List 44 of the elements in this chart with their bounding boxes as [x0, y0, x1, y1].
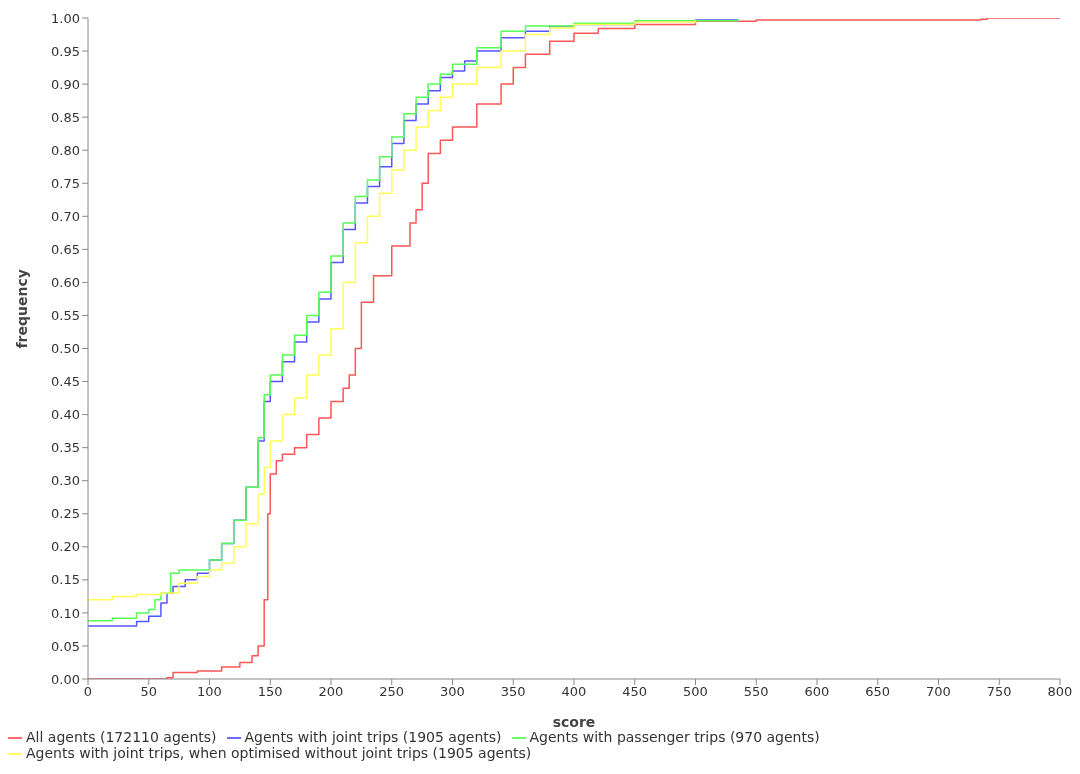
legend-label: All agents (172110 agents) [26, 729, 217, 745]
x-tick-label: 650 [865, 684, 891, 700]
y-tick-label: 0.65 [51, 241, 80, 257]
legend-label: Agents with joint trips, when optimised without joint trips (1905 agents) [26, 745, 532, 761]
x-tick-label: 350 [500, 684, 526, 700]
y-tick-label: 0.60 [51, 275, 80, 291]
y-tick-label: 0.70 [51, 208, 80, 224]
y-tick-label: 0.45 [51, 374, 80, 390]
x-tick-label: 550 [743, 684, 769, 700]
x-tick-label: 700 [926, 684, 951, 700]
x-tick-label: 100 [197, 684, 222, 700]
y-tick-label: 0.25 [51, 506, 80, 522]
y-tick-label: 1.00 [51, 10, 80, 26]
y-tick-label: 0.75 [51, 175, 80, 191]
y-tick-label: 0.35 [51, 440, 80, 456]
y-tick-label: 0.20 [51, 539, 80, 555]
x-tick-label: 0 [83, 684, 93, 700]
y-tick-label: 0.90 [51, 76, 80, 92]
y-tick-label: 0.10 [51, 605, 80, 621]
x-tick-label: 200 [318, 684, 344, 700]
x-tick-label: 600 [804, 684, 830, 700]
y-tick-label: 0.85 [51, 109, 80, 125]
y-tick-label: 0.40 [51, 407, 80, 423]
legend-label: Agents with joint trips (1905 agents) [244, 729, 502, 745]
x-tick-label: 50 [140, 684, 158, 700]
y-tick-label: 0.55 [51, 308, 80, 324]
x-axis-title: score [552, 714, 596, 730]
y-tick-label: 0.00 [51, 671, 80, 687]
x-tick-label: 750 [986, 684, 1012, 700]
x-tick-label: 800 [1047, 684, 1073, 700]
x-tick-label: 450 [622, 684, 648, 700]
y-tick-label: 0.05 [51, 638, 80, 654]
legend-label: Agents with passenger trips (970 agents) [529, 729, 820, 745]
y-tick-label: 0.95 [51, 43, 80, 59]
y-tick-label: 0.50 [51, 341, 80, 357]
x-tick-label: 250 [379, 684, 405, 700]
y-axis-title: frequency [13, 269, 30, 349]
y-tick-label: 0.30 [51, 473, 80, 489]
x-tick-label: 500 [683, 684, 708, 700]
x-tick-label: 150 [257, 684, 283, 700]
y-tick-label: 0.15 [51, 572, 80, 588]
x-tick-label: 400 [561, 684, 587, 700]
y-tick-label: 0.80 [51, 142, 80, 158]
x-tick-label: 300 [440, 684, 465, 700]
